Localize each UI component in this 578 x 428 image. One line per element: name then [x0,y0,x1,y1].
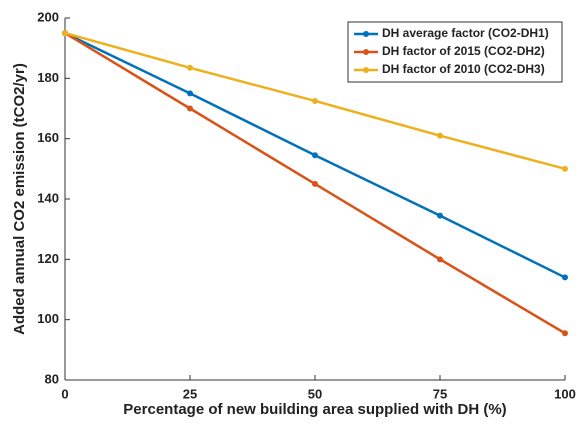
data-point [312,97,318,104]
y-tick-label: 120 [37,251,59,266]
data-point [187,64,193,71]
data-point [562,274,568,281]
y-tick-label: 80 [45,371,59,386]
legend-label: DH factor of 2010 (CO2-DH3) [382,62,545,76]
legend-marker [363,67,369,73]
data-point [187,105,193,112]
data-point [562,330,568,337]
legend-label: DH factor of 2015 (CO2-DH2) [382,44,545,58]
data-point [62,30,68,37]
x-tick-label: 75 [433,386,447,401]
data-point [437,256,443,263]
data-point [562,165,568,172]
x-tick-label: 25 [183,386,197,401]
x-tick-label: 50 [308,386,322,401]
legend-marker [363,31,369,37]
y-tick-label: 160 [37,130,59,145]
y-tick-label: 180 [37,70,59,85]
x-tick-label: 100 [554,386,576,401]
y-tick-label: 100 [37,311,59,326]
legend-box [347,21,563,83]
x-tick-label: 0 [61,386,68,401]
data-point [187,90,193,97]
legend-label: DH average factor (CO2-DH1) [382,26,549,40]
y-tick-label: 140 [37,190,59,205]
y-axis-label: Added annual CO2 emission (tCO2/yr) [11,63,28,335]
data-point [312,180,318,187]
y-tick-label: 200 [37,9,59,24]
x-axis-label: Percentage of new building area supplied… [123,401,506,418]
data-point [437,132,443,139]
legend-marker [363,49,369,55]
data-point [312,152,318,159]
data-point [437,212,443,219]
